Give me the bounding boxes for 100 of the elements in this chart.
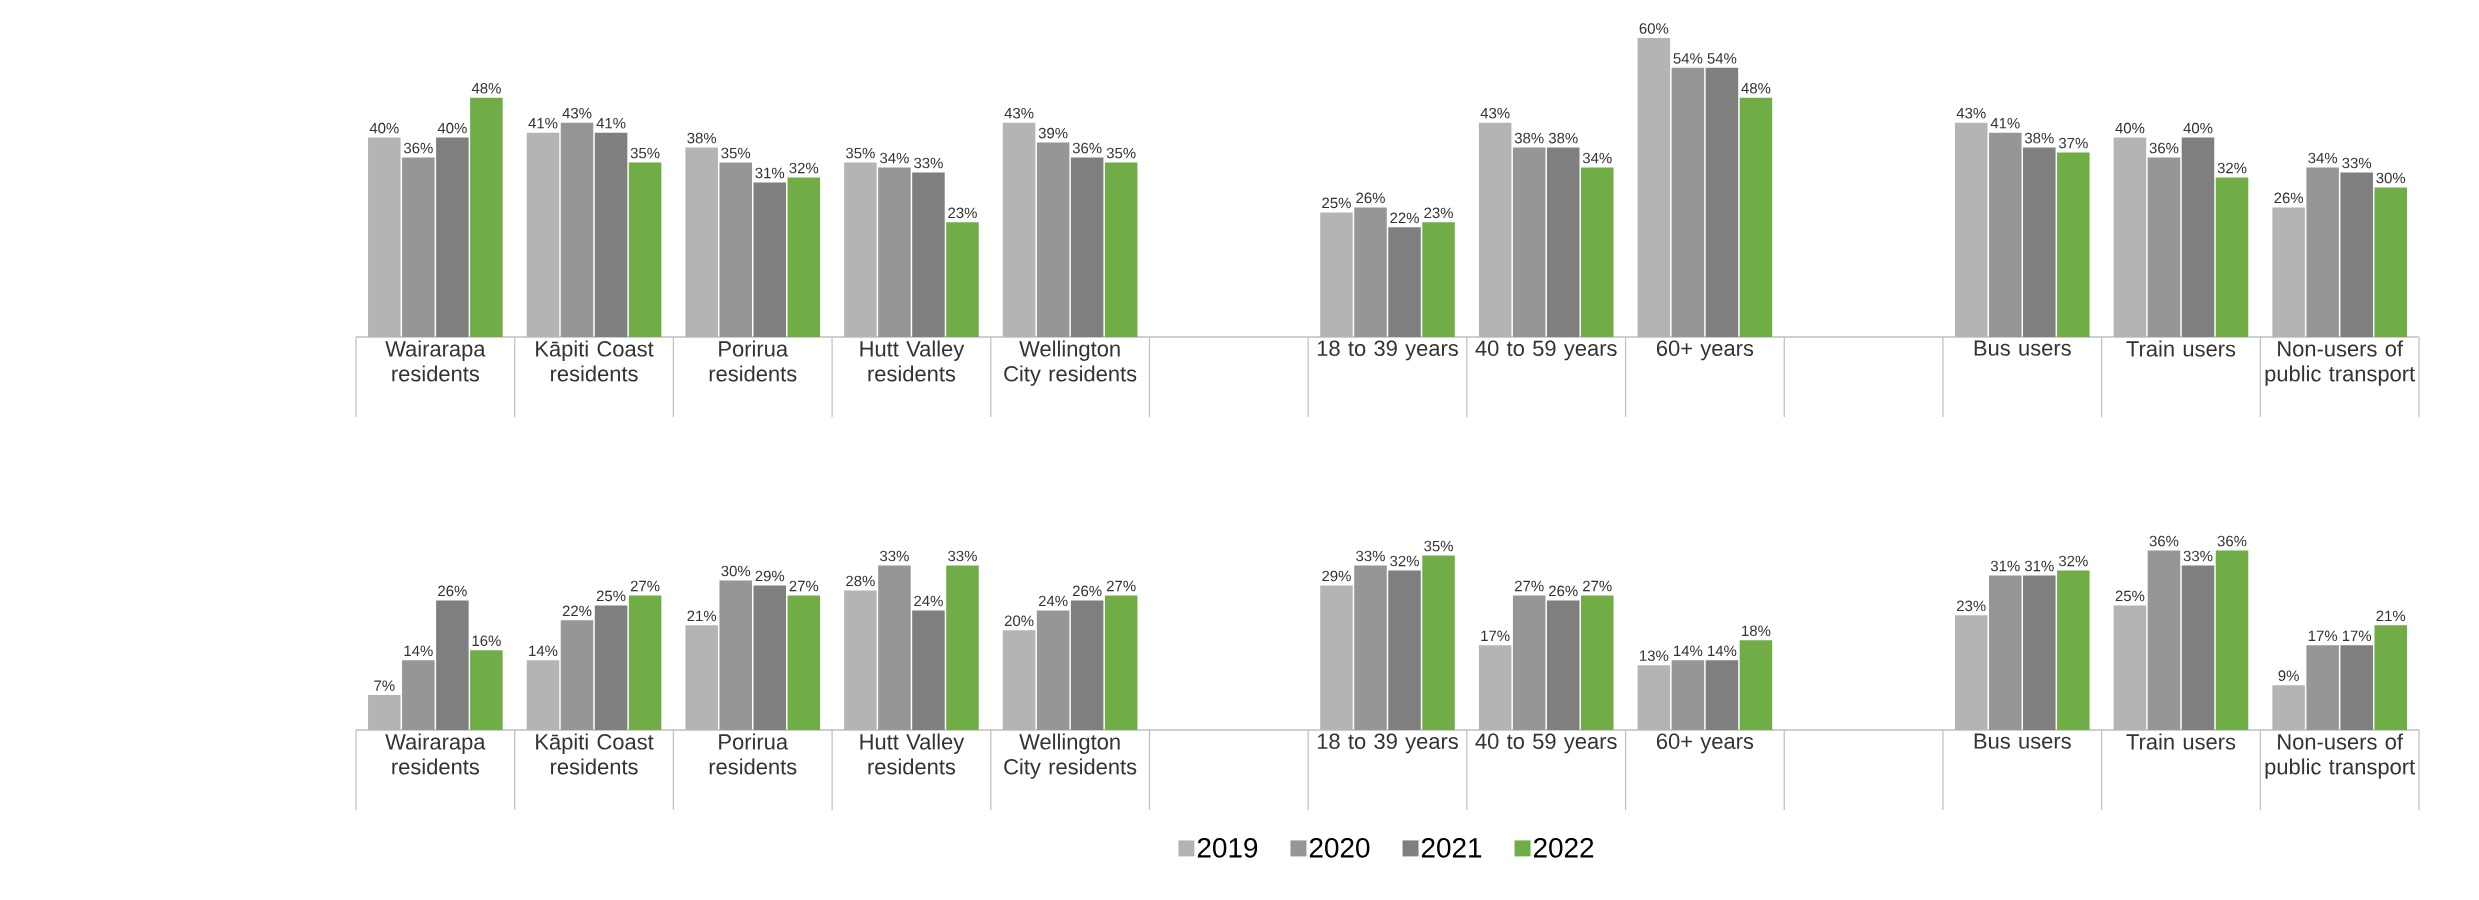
data-label: 41% (528, 117, 558, 129)
data-label: 31% (2024, 560, 2054, 572)
x-tick-label: Wellington City residents (1004, 340, 1137, 386)
data-label: 33% (2183, 550, 2213, 562)
data-label: 23% (1957, 600, 1986, 612)
data-label: 41% (596, 117, 626, 129)
x-tick-label: Wairarapa residents (385, 733, 486, 775)
data-label: 20% (1004, 615, 1034, 627)
data-label: 17% (1481, 630, 1510, 642)
data-label: 17% (2342, 630, 2372, 642)
data-label: 35% (845, 147, 875, 159)
x-tick-label: Kāpiti Coast residents (536, 733, 654, 775)
data-label: 22% (1390, 212, 1419, 224)
bar (1422, 222, 1455, 337)
data-label: 35% (721, 147, 751, 159)
x-tick-label: Hutt Valley residents (860, 733, 965, 775)
bar (560, 122, 594, 337)
data-label: 16% (472, 635, 501, 647)
bar (1739, 640, 1773, 730)
data-label: 43% (1480, 107, 1510, 119)
bar (1989, 132, 2022, 337)
bar (2374, 625, 2407, 730)
bar (1512, 595, 1546, 730)
bar (753, 182, 787, 337)
data-label: 40% (2183, 122, 2213, 134)
x-tick-label: Non-users of public transport (2265, 340, 2416, 386)
data-label: 38% (687, 132, 717, 144)
data-label: 17% (2308, 630, 2338, 642)
x-tick-label: 18 to 39 years (1317, 733, 1458, 754)
bar (1070, 600, 1104, 730)
bar (1546, 600, 1580, 730)
data-label: 14% (1674, 645, 1703, 657)
data-label: 14% (404, 645, 433, 657)
bar (719, 580, 752, 730)
bar (912, 172, 945, 337)
data-label: 24% (914, 595, 943, 607)
bar (878, 167, 911, 337)
data-label: 27% (630, 580, 660, 592)
bar (946, 222, 979, 337)
data-label: 43% (1956, 107, 1986, 119)
data-label: 33% (948, 550, 977, 562)
bar (402, 157, 435, 337)
bar (1354, 565, 1387, 730)
bar (628, 162, 662, 337)
data-label: 36% (2217, 535, 2247, 547)
data-label: 32% (2058, 555, 2088, 567)
data-label: 26% (2274, 192, 2304, 204)
data-label: 23% (948, 207, 977, 219)
bar (2340, 172, 2373, 337)
data-label: 43% (562, 107, 592, 119)
data-label: 34% (1582, 152, 1612, 164)
data-label: 38% (1548, 132, 1578, 144)
data-label: 26% (1549, 585, 1578, 597)
data-label: 40% (369, 122, 399, 134)
bar (2147, 157, 2181, 337)
bar (470, 650, 503, 730)
bar (912, 610, 945, 730)
bar (787, 177, 821, 337)
data-label: 54% (1673, 53, 1703, 64)
legend-label: 2021 (1421, 837, 1482, 858)
bar (2023, 147, 2056, 337)
data-label: 26% (1356, 192, 1385, 204)
data-label: 34% (880, 152, 909, 164)
x-tick-label: Porirua residents (709, 733, 797, 775)
data-label: 29% (1322, 570, 1351, 582)
bar (1671, 660, 1705, 730)
data-label: 22% (562, 605, 592, 617)
data-label: 35% (630, 147, 660, 159)
bar (628, 595, 662, 730)
data-label: 14% (1708, 645, 1737, 657)
x-tick-label: Wairarapa residents (385, 340, 486, 382)
legend-label: 2019 (1197, 837, 1258, 858)
data-label: 28% (846, 575, 875, 587)
data-label: 40% (437, 122, 467, 134)
bar (1580, 595, 1614, 730)
data-label: 48% (471, 82, 501, 94)
data-label: 31% (755, 167, 785, 179)
bar (946, 565, 979, 730)
bar (1705, 67, 1739, 337)
data-label: 18% (1742, 625, 1771, 637)
bar (1580, 167, 1614, 337)
data-label: 31% (1990, 560, 2020, 572)
data-label: 27% (1106, 580, 1136, 592)
bar (2306, 645, 2339, 730)
data-label: 30% (721, 565, 751, 577)
data-label: 60% (1639, 23, 1669, 34)
x-tick-label: Hutt Valley residents (860, 340, 965, 382)
bar (2374, 187, 2407, 337)
data-label: 37% (2058, 137, 2088, 149)
x-tick-label: 40 to 59 years (1475, 733, 1617, 754)
bar (436, 137, 469, 337)
bar (1036, 142, 1070, 337)
bar (1739, 97, 1773, 337)
data-label: 32% (1390, 555, 1419, 567)
data-label: 48% (1741, 82, 1771, 94)
bar (719, 162, 752, 337)
bar (1104, 162, 1138, 337)
data-label: 38% (1514, 132, 1544, 144)
data-label: 35% (1106, 147, 1136, 159)
x-tick-label: Porirua residents (709, 340, 797, 382)
